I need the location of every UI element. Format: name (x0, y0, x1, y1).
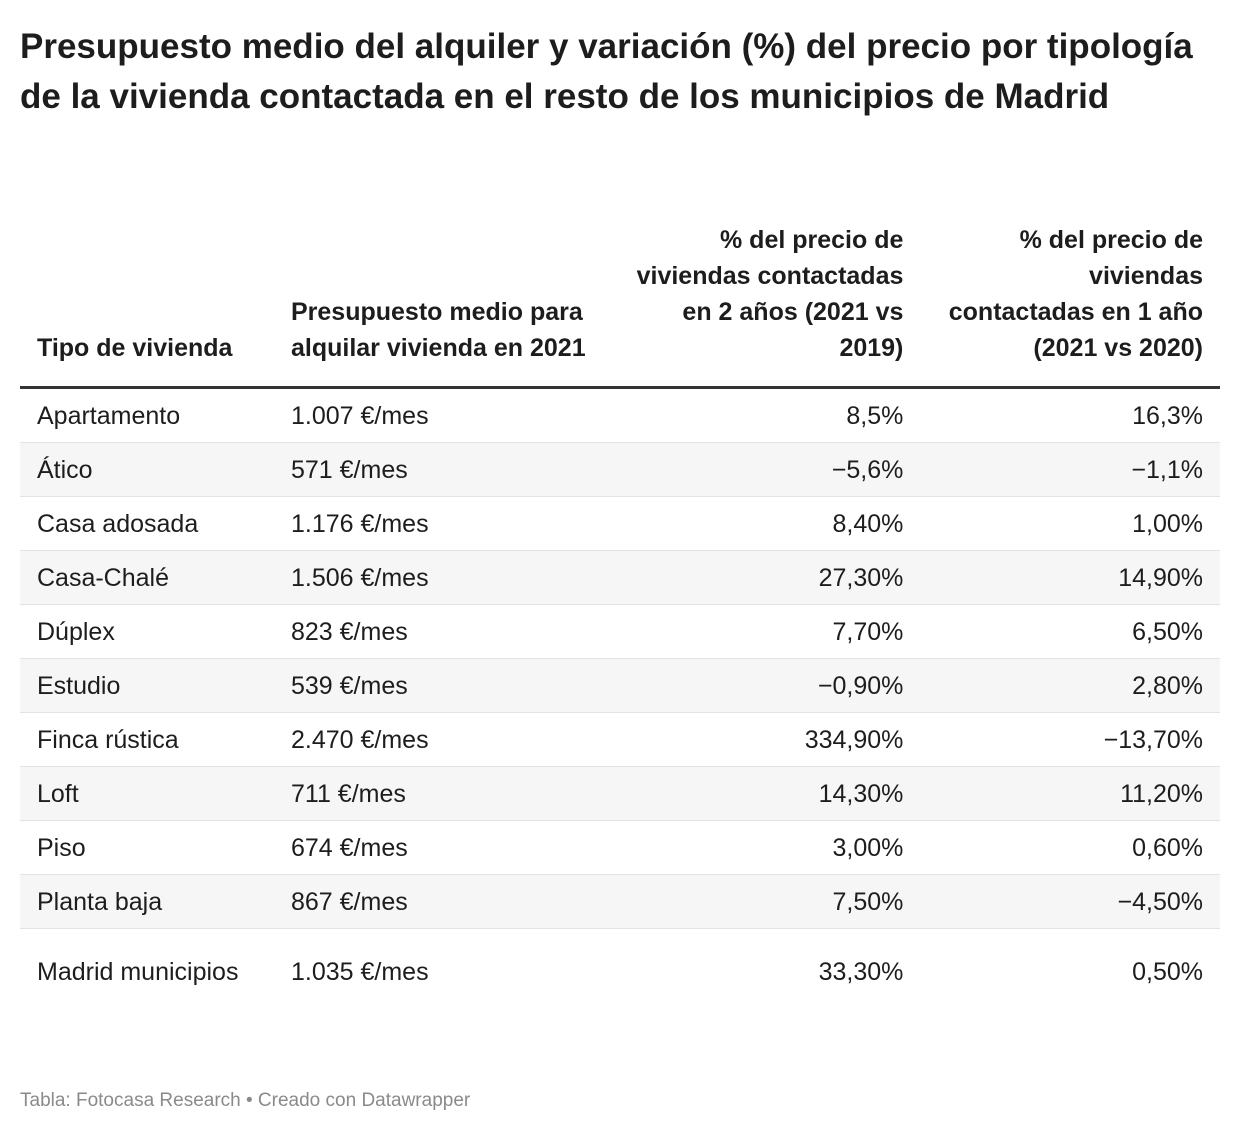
cell-variacion-1-ano: −13,70% (920, 712, 1220, 767)
table-row: Dúplex 823 €/mes 7,70% 6,50% (20, 604, 1220, 659)
chart-title: Presupuesto medio del alquiler y variaci… (20, 27, 1193, 116)
cell-variacion-1-ano: −1,1% (920, 442, 1220, 497)
cell-variacion-2-anos: 14,30% (618, 766, 921, 821)
column-header-tipo[interactable]: Tipo de vivienda (20, 222, 274, 389)
cell-variacion-2-anos: 7,70% (618, 604, 921, 659)
header-row: Tipo de vivienda Presupuesto medio para … (20, 222, 1220, 389)
cell-variacion-1-ano: 6,50% (920, 604, 1220, 659)
cell-presupuesto: 674 €/mes (274, 820, 618, 875)
cell-presupuesto: 539 €/mes (274, 658, 618, 713)
column-header-1-ano[interactable]: % del precio de viviendas contactadas en… (920, 222, 1220, 389)
cell-presupuesto: 1.007 €/mes (274, 387, 618, 443)
cell-tipo: Piso (20, 820, 274, 875)
cell-presupuesto: 867 €/mes (274, 874, 618, 929)
cell-tipo: Casa adosada (20, 496, 274, 551)
cell-presupuesto: 2.470 €/mes (274, 712, 618, 767)
table-row: Finca rústica 2.470 €/mes 334,90% −13,70% (20, 712, 1220, 767)
cell-presupuesto: 1.035 €/mes (291, 958, 429, 986)
cell-variacion-1-ano: 16,3% (920, 387, 1220, 443)
cell-presupuesto: 823 €/mes (274, 604, 618, 659)
table-row: Planta baja 867 €/mes 7,50% −4,50% (20, 874, 1220, 929)
cell-variacion-2-anos: −0,90% (618, 658, 921, 713)
cell-variacion-1-ano: 11,20% (920, 766, 1220, 821)
table-row: Estudio 539 €/mes −0,90% 2,80% (20, 658, 1220, 713)
cell-variacion-2-anos: 33,30% (818, 958, 904, 986)
cell-tipo: Estudio (20, 658, 274, 713)
cell-presupuesto: 1.176 €/mes (274, 496, 618, 551)
cell-presupuesto: 571 €/mes (274, 442, 618, 497)
table-body: Apartamento 1.007 €/mes 8,5% 16,3% Ático 571 … (20, 387, 1220, 1016)
cell-variacion-2-anos: 27,30% (618, 550, 921, 605)
cell-variacion-1-ano: 1,00% (920, 496, 1220, 551)
cell-tipo: Loft (20, 766, 274, 821)
table-row: Madrid municipios 1.035 €/mes 33,30% 0,50% (20, 929, 1220, 1016)
cell-tipo: Finca rústica (20, 712, 274, 767)
cell-variacion-1-ano: 2,80% (920, 658, 1220, 713)
cell-variacion-1-ano: 0,50% (1132, 958, 1203, 986)
data-table: Tipo de vivienda Presupuesto medio para … (20, 222, 1220, 1015)
cell-variacion-2-anos: 7,50% (618, 874, 921, 929)
cell-variacion-2-anos: 8,5% (618, 387, 921, 443)
cell-variacion-2-anos: 334,90% (618, 712, 921, 767)
cell-tipo: Planta baja (20, 874, 274, 929)
cell-tipo: Dúplex (20, 604, 274, 659)
table-row: Ático 571 €/mes −5,6% −1,1% (20, 442, 1220, 497)
cell-tipo: Apartamento (20, 387, 274, 443)
column-header-2-anos[interactable]: % del precio de viviendas contactadas en… (618, 222, 921, 389)
table-row: Piso 674 €/mes 3,00% 0,60% (20, 820, 1220, 875)
cell-tipo: Casa-Chalé (20, 550, 274, 605)
table-row: Apartamento 1.007 €/mes 8,5% 16,3% (20, 387, 1220, 443)
table-row: Loft 711 €/mes 14,30% 11,20% (20, 766, 1220, 821)
cell-variacion-2-anos: 3,00% (618, 820, 921, 875)
cell-variacion-2-anos: −5,6% (618, 442, 921, 497)
cell-variacion-1-ano: 14,90% (920, 550, 1220, 605)
cell-tipo: Madrid municipios (37, 958, 239, 986)
footer-source: Tabla: Fotocasa Research • Creado con Da… (20, 1090, 471, 1111)
cell-tipo: Ático (20, 442, 274, 497)
cell-presupuesto: 711 €/mes (274, 766, 618, 821)
column-header-presupuesto[interactable]: Presupuesto medio para alquilar vivienda… (274, 222, 618, 389)
cell-variacion-2-anos: 8,40% (618, 496, 921, 551)
table-row: Casa-Chalé 1.506 €/mes 27,30% 14,90% (20, 550, 1220, 605)
table-row: Casa adosada 1.176 €/mes 8,40% 1,00% (20, 496, 1220, 551)
cell-presupuesto: 1.506 €/mes (274, 550, 618, 605)
cell-variacion-1-ano: −4,50% (920, 874, 1220, 929)
cell-variacion-1-ano: 0,60% (920, 820, 1220, 875)
